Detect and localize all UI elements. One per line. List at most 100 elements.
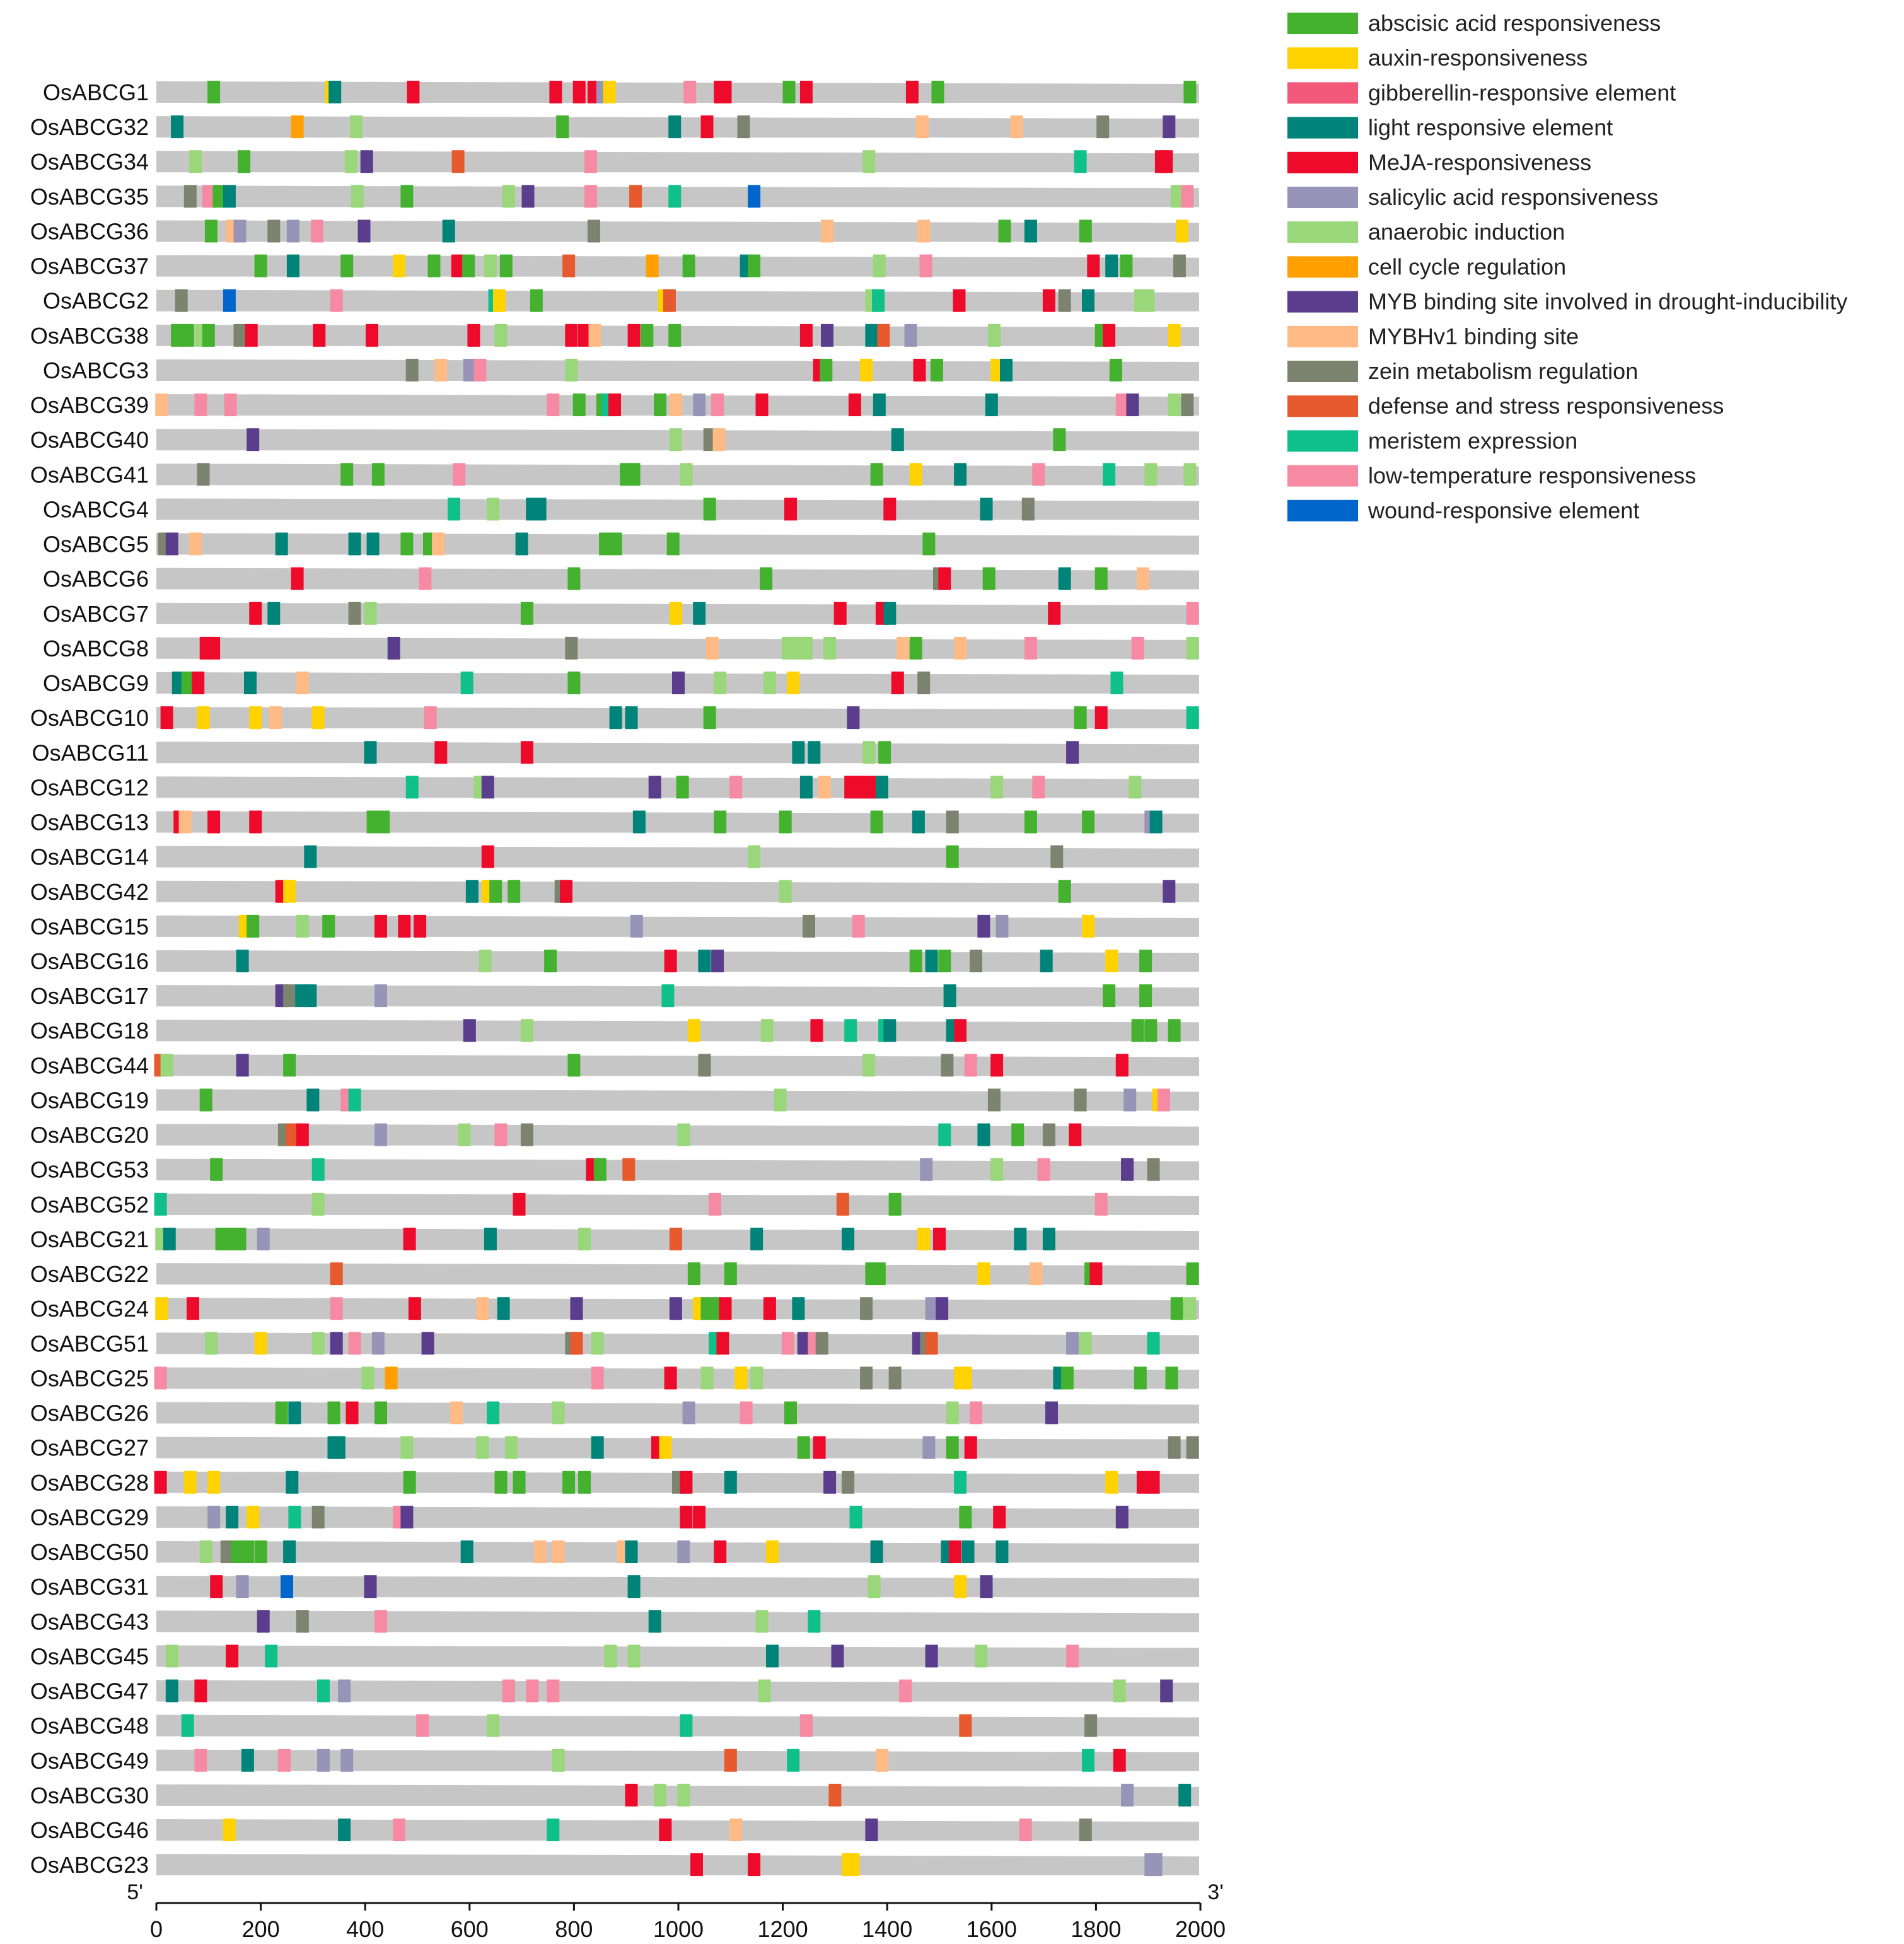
element-mark-myb [1163,880,1176,903]
gene-label: OsABCG4 [43,496,149,522]
element-mark-meja [810,1019,823,1042]
element-mark-anaer [1168,393,1181,417]
element-mark-anaer [868,1575,881,1598]
element-mark-light [943,984,956,1008]
element-mark-aba [682,254,695,277]
element-mark-meja [755,393,769,417]
element-mark-anaer [479,950,492,972]
promoter-bar [156,846,1199,868]
element-mark-mybhv1 [178,810,192,834]
element-mark-light [724,1470,737,1494]
element-mark-defense [663,289,676,312]
gene-row: OsABCG48 [30,1713,1199,1739]
element-mark-zein [842,1470,855,1494]
element-mark-mybhv1 [875,1749,888,1772]
x-tick-label: 1600 [967,1916,1017,1942]
gene-label: OsABCG22 [30,1261,149,1287]
element-mark-defense [925,1332,938,1355]
element-mark-anaer [1113,1679,1126,1702]
element-mark-aba [959,1505,972,1528]
element-mark-aba [366,810,380,834]
element-mark-aba [593,1158,607,1181]
element-mark-zein [860,1297,873,1320]
element-mark-myb [357,219,371,243]
element-mark-myb [823,1470,837,1494]
gene-label: OsABCG38 [30,323,149,349]
element-mark-meri [849,1505,862,1528]
element-mark-light [515,532,528,556]
promoter-bar [156,1854,1199,1876]
element-mark-light [698,950,711,972]
element-mark-sa [236,1575,249,1598]
element-mark-meja [578,323,591,347]
element-mark-meja [954,1019,967,1042]
element-mark-sa [677,1540,690,1564]
element-mark-anaer [494,323,508,347]
element-mark-aux [917,1227,931,1250]
legend-swatch-wound [1287,499,1358,521]
element-mark-myb [481,776,494,799]
gene-label: OsABCG32 [30,114,149,140]
x-tick-label: 2000 [1175,1916,1226,1942]
element-mark-aba [820,358,833,381]
element-mark-low [919,254,932,277]
element-mark-anaer [400,1436,414,1459]
gene-label: OsABCG45 [30,1643,149,1669]
element-mark-defense [330,1262,343,1286]
element-mark-myb [257,1610,270,1633]
element-mark-sa [286,219,299,243]
element-mark-light [625,706,638,730]
element-mark-aba [572,393,586,417]
element-mark-meja [403,1227,416,1250]
element-mark-zein [1074,1088,1087,1112]
element-mark-light [306,1088,320,1112]
element-mark-meja [799,81,813,103]
element-mark-light [244,672,257,695]
element-mark-aba [1168,1019,1181,1042]
element-mark-mybhv1 [821,219,833,243]
element-mark-anaer [862,150,876,173]
legend-swatch-meri [1287,430,1358,452]
element-mark-meja [625,1783,638,1807]
element-mark-aba [784,1401,797,1424]
gene-label: OsABCG5 [43,532,149,557]
element-mark-mybhv1 [432,532,445,556]
element-mark-low [393,1819,405,1841]
element-mark-light [163,1227,176,1250]
element-mark-meja [374,914,387,938]
element-mark-meja [154,1470,167,1494]
gene-row: OsABCG16 [30,948,1199,974]
promoter-bar [156,880,1199,902]
element-mark-aba [998,219,1011,243]
legend-label-anaer: anaerobic induction [1368,219,1565,245]
element-mark-meja [719,1297,732,1320]
element-mark-meja [964,1436,977,1459]
element-mark-meja [883,498,897,521]
element-mark-zein [860,1366,873,1390]
element-mark-zein [220,1540,233,1564]
element-mark-low [1094,1192,1108,1216]
element-mark-aba [1053,428,1066,451]
element-mark-anaer [774,1088,787,1112]
element-mark-light [1082,289,1094,312]
element-mark-mybhv1 [269,706,282,730]
element-mark-mybhv1 [818,776,831,799]
element-mark-low [277,1749,291,1772]
element-mark-low [311,219,323,243]
element-mark-meja [160,706,173,730]
element-mark-meja [854,776,868,799]
legend-label-zein: zein metabolism regulation [1368,358,1638,384]
element-mark-aba [946,1436,959,1459]
element-mark-myb [247,428,260,451]
element-mark-light [977,1123,990,1146]
element-mark-sa [257,1227,270,1250]
promoter-bar [156,1332,1199,1354]
element-mark-mybhv1 [476,1297,489,1320]
element-mark-myb [1121,1158,1134,1181]
element-mark-meja [414,914,427,938]
element-mark-aba [241,1540,254,1564]
element-mark-myb [977,914,990,938]
element-mark-aux [954,1575,967,1598]
element-mark-light [533,498,547,521]
element-mark-meja [572,81,586,103]
